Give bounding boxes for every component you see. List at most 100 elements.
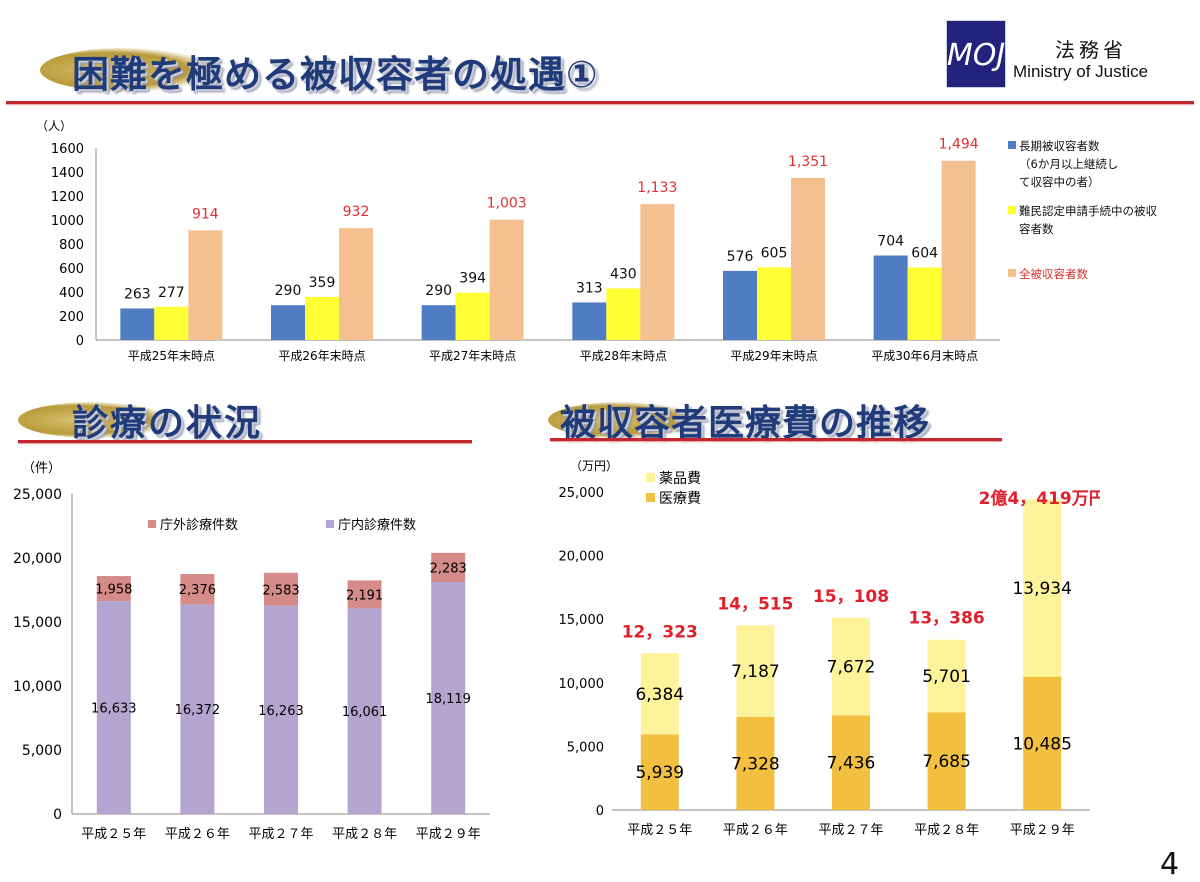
bar xyxy=(873,255,908,340)
data-label: 605 xyxy=(761,245,788,261)
bar-segment xyxy=(640,734,679,810)
y-tick-label: 15,000 xyxy=(13,615,62,631)
moj-logo: MOJ xyxy=(946,20,1006,88)
data-label: 576 xyxy=(727,249,754,265)
bar xyxy=(640,204,675,340)
bar-segment xyxy=(180,604,215,814)
data-label: 604 xyxy=(911,246,938,262)
legend-label: 庁外診療件数 xyxy=(160,517,238,533)
page-title: 困難を極める被収容者の処遇① xyxy=(72,53,599,96)
consultation-chart: （件） 0 5,000 10,000 15,000 20,000 25,000 平成２５年 16… xyxy=(13,461,490,842)
data-label: 263 xyxy=(124,286,151,302)
y-tick-label: 400 xyxy=(59,286,84,301)
x-tick-label: 平成30年6月末時点 xyxy=(871,349,978,363)
data-label: 2,583 xyxy=(262,583,299,598)
data-label: 430 xyxy=(610,266,637,282)
bar-segment xyxy=(96,576,131,602)
x-tick-label: 平成２７年 xyxy=(248,827,313,842)
data-label: 2,283 xyxy=(430,561,467,576)
y-tick-label: 0 xyxy=(53,807,62,823)
legend-label: 庁内診療件数 xyxy=(338,517,416,533)
bar-segment xyxy=(927,712,966,810)
bar xyxy=(455,292,490,340)
y-tick-label: 20,000 xyxy=(559,550,605,565)
data-label: 1,958 xyxy=(95,583,132,598)
data-label: 16,372 xyxy=(175,703,221,718)
bar xyxy=(489,219,524,340)
data-label: 313 xyxy=(576,280,603,296)
y-tick-label: 10,000 xyxy=(559,677,605,692)
data-label: 7,187 xyxy=(731,662,780,682)
bar xyxy=(188,230,223,340)
bar-segment xyxy=(1023,676,1062,810)
x-tick-label: 平成２５年 xyxy=(627,823,692,838)
bar xyxy=(907,267,942,340)
x-tick-label: 平成２７年 xyxy=(818,823,883,838)
y-tick-label: 1600 xyxy=(51,142,84,157)
y-tick-label: 25,000 xyxy=(559,486,605,501)
data-label: 1,133 xyxy=(637,180,677,196)
data-label: 16,061 xyxy=(342,705,388,720)
bar-segment xyxy=(347,580,382,609)
bar-segment xyxy=(96,601,131,814)
ministry-name-en: Ministry of Justice xyxy=(1013,62,1149,81)
bar-segment xyxy=(1023,499,1062,677)
bar-segment xyxy=(927,639,966,713)
bar-segment xyxy=(347,608,382,814)
data-label: 2,191 xyxy=(346,588,383,603)
section-title-medical: 診療の状況 xyxy=(72,403,263,444)
medical-cost-chart: （万円） 0 5,000 10,000 15,000 20,000 25,000 平成２５年 5… xyxy=(559,459,1101,838)
title-brush-decoration xyxy=(40,48,210,92)
legend-label: 全被収容者数 xyxy=(1019,267,1088,281)
y-tick-label: 0 xyxy=(596,804,604,819)
data-label: 7,672 xyxy=(827,658,876,678)
y-tick-label: 200 xyxy=(59,310,84,325)
data-label: 290 xyxy=(425,283,452,299)
bar-segment xyxy=(264,572,298,606)
x-tick-label: 平成２６年 xyxy=(723,823,788,838)
bar xyxy=(120,308,155,340)
bar xyxy=(941,160,976,340)
bar xyxy=(791,177,825,340)
header-divider xyxy=(6,101,1194,104)
data-label: 1,003 xyxy=(487,196,527,212)
data-label: 5,939 xyxy=(635,763,684,783)
data-label: 13,934 xyxy=(1012,579,1071,599)
data-label: 2,376 xyxy=(179,583,216,598)
bar xyxy=(339,228,373,340)
y-unit-label: （人） xyxy=(36,119,72,133)
data-label: 7,328 xyxy=(731,754,780,774)
data-label: 18,119 xyxy=(425,692,471,707)
y-tick-label: 5,000 xyxy=(567,740,604,755)
bar xyxy=(305,296,339,340)
legend-label: 難民認定申請手続中の被収 xyxy=(1019,204,1157,218)
x-tick-label: 平成26年末時点 xyxy=(278,349,365,363)
data-label: 1,494 xyxy=(939,137,979,153)
total-label: 12，323 xyxy=(622,622,698,642)
total-label: 15，108 xyxy=(813,587,889,607)
bar-segment xyxy=(640,653,679,735)
medical-divider xyxy=(18,440,472,443)
legend-swatch xyxy=(646,493,655,502)
x-tick-label: 平成２８年 xyxy=(332,827,397,842)
y-unit-label: （件） xyxy=(22,461,61,476)
legend-swatch xyxy=(1008,141,1016,149)
legend-swatch xyxy=(1008,269,1016,277)
bar-segment xyxy=(180,574,215,605)
bar xyxy=(723,270,757,340)
bar xyxy=(421,305,456,340)
bar xyxy=(572,302,607,340)
y-tick-label: 600 xyxy=(59,262,84,277)
legend-swatch xyxy=(326,520,334,528)
data-label: 359 xyxy=(309,275,336,291)
data-label: 5,701 xyxy=(922,667,971,687)
detainee-chart: （人） 0 200 400 600 800 1000 1200 1400 1600 平成25年末時点… xyxy=(36,119,1157,363)
y-unit-label: （万円） xyxy=(570,459,618,473)
section-title-cost: 被収容者医療費の推移 xyxy=(560,403,931,444)
data-label: 932 xyxy=(343,204,370,220)
section-brush-cost xyxy=(548,402,698,438)
bar xyxy=(757,267,791,340)
y-tick-label: 1000 xyxy=(51,214,84,229)
legend-label: 長期被収容者数 xyxy=(1019,139,1100,153)
legend-swatch xyxy=(646,473,655,482)
